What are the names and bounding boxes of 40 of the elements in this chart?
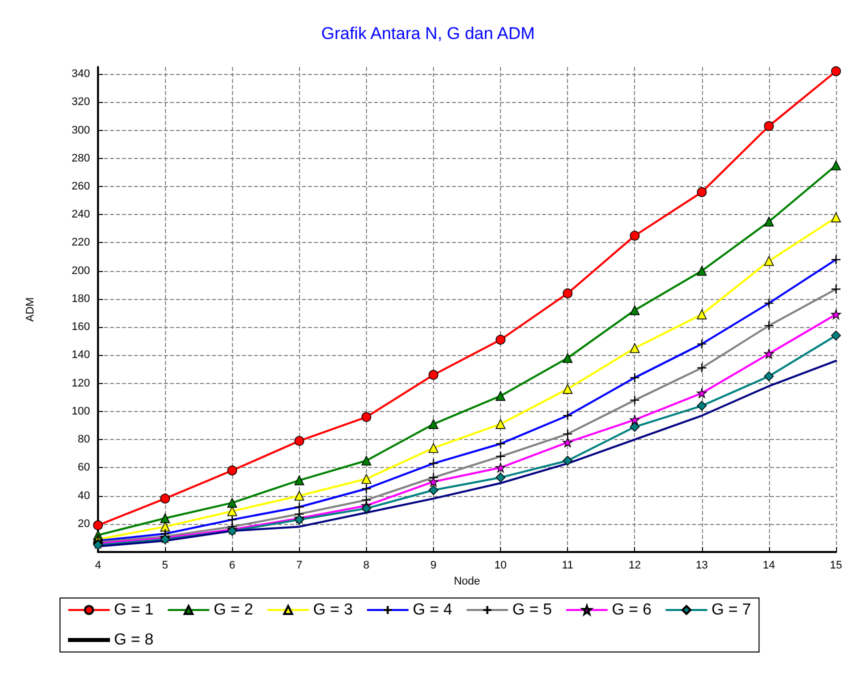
- x-tick-label: 5: [162, 560, 168, 572]
- chart-title: Grafik Antara N, G dan ADM: [321, 24, 535, 43]
- x-tick-label: 13: [696, 560, 708, 572]
- y-tick-label: 180: [72, 292, 90, 305]
- y-tick-label: 160: [72, 321, 90, 334]
- y-tick-label: 240: [72, 208, 90, 221]
- legend-label: G = 4: [412, 602, 452, 618]
- y-tick-label: 20: [78, 518, 90, 530]
- y-tick-label: 120: [72, 377, 90, 390]
- y-tick-label: 40: [78, 490, 90, 502]
- x-tick-label: 10: [494, 560, 507, 572]
- y-tick-label: 100: [72, 405, 90, 418]
- y-tick-label: 320: [72, 96, 90, 108]
- x-tick-label: 9: [430, 560, 437, 572]
- y-tick-label: 340: [72, 68, 90, 80]
- y-axis-title: ADM: [24, 297, 36, 322]
- legend-label: G = 3: [313, 602, 353, 618]
- x-tick-label: 8: [363, 560, 370, 572]
- y-tick-label: 260: [72, 180, 90, 192]
- x-tick-label: 14: [762, 560, 776, 572]
- y-tick-label: 280: [72, 152, 90, 164]
- x-tick-label: 6: [229, 560, 236, 572]
- legend-label: G = 7: [711, 602, 752, 618]
- x-tick-label: 4: [94, 560, 102, 572]
- legend-label: G = 5: [512, 602, 552, 618]
- y-tick-label: 220: [72, 236, 90, 249]
- x-tick-label: 15: [830, 560, 842, 572]
- legend-label: G = 8: [114, 632, 154, 648]
- y-tick-label: 200: [72, 264, 90, 277]
- x-tick-label: 12: [628, 560, 641, 572]
- legend-label: G = 1: [114, 602, 154, 618]
- legend-label: G = 6: [612, 602, 652, 618]
- x-axis-title: Node: [454, 575, 480, 588]
- y-tick-label: 60: [78, 462, 90, 474]
- y-tick-label: 80: [78, 434, 90, 446]
- x-tick-label: 7: [296, 560, 302, 572]
- y-tick-label: 140: [72, 349, 90, 362]
- x-tick-label: 11: [562, 560, 574, 572]
- y-tick-label: 300: [72, 124, 90, 136]
- legend-label: G = 2: [214, 602, 254, 618]
